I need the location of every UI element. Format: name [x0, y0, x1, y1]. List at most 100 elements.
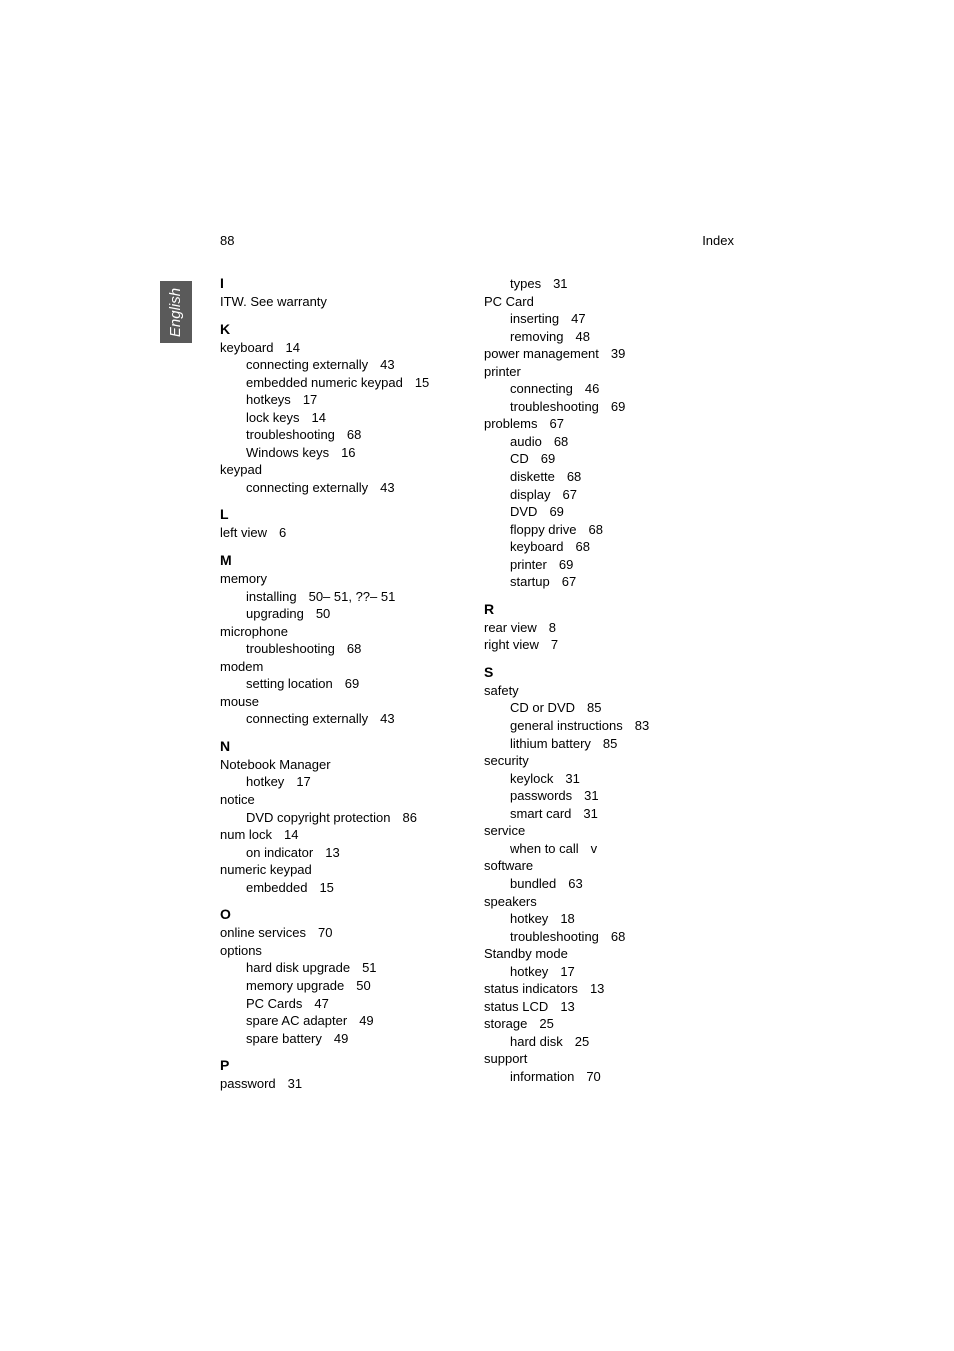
entry-text: storage — [484, 1016, 527, 1031]
index-entry: notice — [220, 791, 470, 809]
index-sub-entry: upgrading50 — [220, 605, 470, 623]
index-sub-entry: general instructions83 — [484, 717, 734, 735]
page-ref: 14 — [285, 340, 299, 355]
sub-entry-text: lithium battery — [510, 736, 591, 751]
index-sub-entry: embedded15 — [220, 879, 470, 897]
index-sub-entry: lock keys14 — [220, 409, 470, 427]
index-entry: left view6 — [220, 524, 470, 542]
page-ref: 67 — [549, 416, 563, 431]
index-sub-entry: keyboard68 — [484, 538, 734, 556]
sub-entry-text: embedded numeric keypad — [246, 375, 403, 390]
entry-text: num lock — [220, 827, 272, 842]
index-entry: storage25 — [484, 1015, 734, 1033]
index-entry: num lock14 — [220, 826, 470, 844]
sub-entry-text: inserting — [510, 311, 559, 326]
index-sub-entry: hotkey18 — [484, 910, 734, 928]
index-sub-entry: startup67 — [484, 573, 734, 591]
index-sub-entry: connecting46 — [484, 380, 734, 398]
page-title: Index — [702, 233, 734, 248]
index-sub-entry: spare battery49 — [220, 1030, 470, 1048]
index-entry: numeric keypad — [220, 861, 470, 879]
entry-text: keypad — [220, 462, 262, 477]
sub-entry-text: CD — [510, 451, 529, 466]
page-ref: 13 — [560, 999, 574, 1014]
sub-entry-text: keylock — [510, 771, 553, 786]
index-entry: speakers — [484, 893, 734, 911]
index-sub-entry: keylock31 — [484, 770, 734, 788]
index-sub-entry: troubleshooting68 — [484, 928, 734, 946]
page-ref: 68 — [567, 469, 581, 484]
page-header: 88 Index — [220, 233, 734, 248]
sub-entry-text: audio — [510, 434, 542, 449]
index-sub-entry: CD69 — [484, 450, 734, 468]
index-sub-entry: hotkey17 — [220, 773, 470, 791]
index-sub-entry: when to callv — [484, 840, 734, 858]
index-entry: support — [484, 1050, 734, 1068]
page-ref: 50– 51, ??– 51 — [309, 589, 396, 604]
sub-entry-text: hard disk — [510, 1034, 563, 1049]
sub-entry-text: passwords — [510, 788, 572, 803]
page-ref: 68 — [347, 427, 361, 442]
sub-entry-text: floppy drive — [510, 522, 576, 537]
entry-text: safety — [484, 683, 519, 698]
entry-text: modem — [220, 659, 263, 674]
page-ref: 68 — [611, 929, 625, 944]
index-entry: status LCD13 — [484, 998, 734, 1016]
sub-entry-text: hotkeys — [246, 392, 291, 407]
page-ref: 85 — [587, 700, 601, 715]
entry-text: password — [220, 1076, 276, 1091]
index-sub-entry: Windows keys16 — [220, 444, 470, 462]
index-sub-entry: diskette68 — [484, 468, 734, 486]
index-entry: mouse — [220, 693, 470, 711]
sub-entry-text: connecting externally — [246, 357, 368, 372]
language-tab-text: English — [168, 287, 185, 336]
entry-text: Standby mode — [484, 946, 568, 961]
page-ref: 68 — [588, 522, 602, 537]
index-sub-entry: audio68 — [484, 433, 734, 451]
section-letter: R — [484, 601, 734, 617]
index-sub-entry: hard disk25 — [484, 1033, 734, 1051]
page-ref: 69 — [345, 676, 359, 691]
index-entry: right view7 — [484, 636, 734, 654]
sub-entry-text: bundled — [510, 876, 556, 891]
page-ref: 8 — [549, 620, 556, 635]
sub-entry-text: upgrading — [246, 606, 304, 621]
index-sub-entry: on indicator13 — [220, 844, 470, 862]
sub-entry-text: setting location — [246, 676, 333, 691]
index-sub-entry: floppy drive 68 — [484, 521, 734, 539]
index-sub-entry: PC Cards47 — [220, 995, 470, 1013]
page-ref: 43 — [380, 711, 394, 726]
index-sub-entry: inserting47 — [484, 310, 734, 328]
page-ref: 68 — [347, 641, 361, 656]
index-sub-entry: DVD69 — [484, 503, 734, 521]
section-letter: P — [220, 1057, 470, 1073]
index-entry: software — [484, 857, 734, 875]
entry-text: power management — [484, 346, 599, 361]
index-entry: status indicators13 — [484, 980, 734, 998]
sub-entry-text: troubleshooting — [246, 641, 335, 656]
page-ref: 31 — [553, 276, 567, 291]
sub-entry-text: memory upgrade — [246, 978, 344, 993]
sub-entry-text: hard disk upgrade — [246, 960, 350, 975]
page-ref: 50 — [356, 978, 370, 993]
index-sub-entry: CD or DVD85 — [484, 699, 734, 717]
page-ref: 6 — [279, 525, 286, 540]
entry-text: ITW. See warranty — [220, 294, 327, 309]
index-sub-entry: smart card31 — [484, 805, 734, 823]
section-letter: K — [220, 321, 470, 337]
index-sub-entry: setting location 69 — [220, 675, 470, 693]
page-ref: v — [591, 841, 598, 856]
page-ref: 70 — [586, 1069, 600, 1084]
index-entry: PC Card — [484, 293, 734, 311]
index-entry: online services70 — [220, 924, 470, 942]
index-entry: keyboard14 — [220, 339, 470, 357]
index-content: IITW. See warrantyKkeyboard14connecting … — [220, 275, 734, 1093]
index-entry: options — [220, 942, 470, 960]
page-ref: 31 — [288, 1076, 302, 1091]
index-entry: problems67 — [484, 415, 734, 433]
entry-text: PC Card — [484, 294, 534, 309]
entry-text: memory — [220, 571, 267, 586]
index-entry: rear view8 — [484, 619, 734, 637]
index-sub-entry: information70 — [484, 1068, 734, 1086]
index-sub-entry: passwords31 — [484, 787, 734, 805]
